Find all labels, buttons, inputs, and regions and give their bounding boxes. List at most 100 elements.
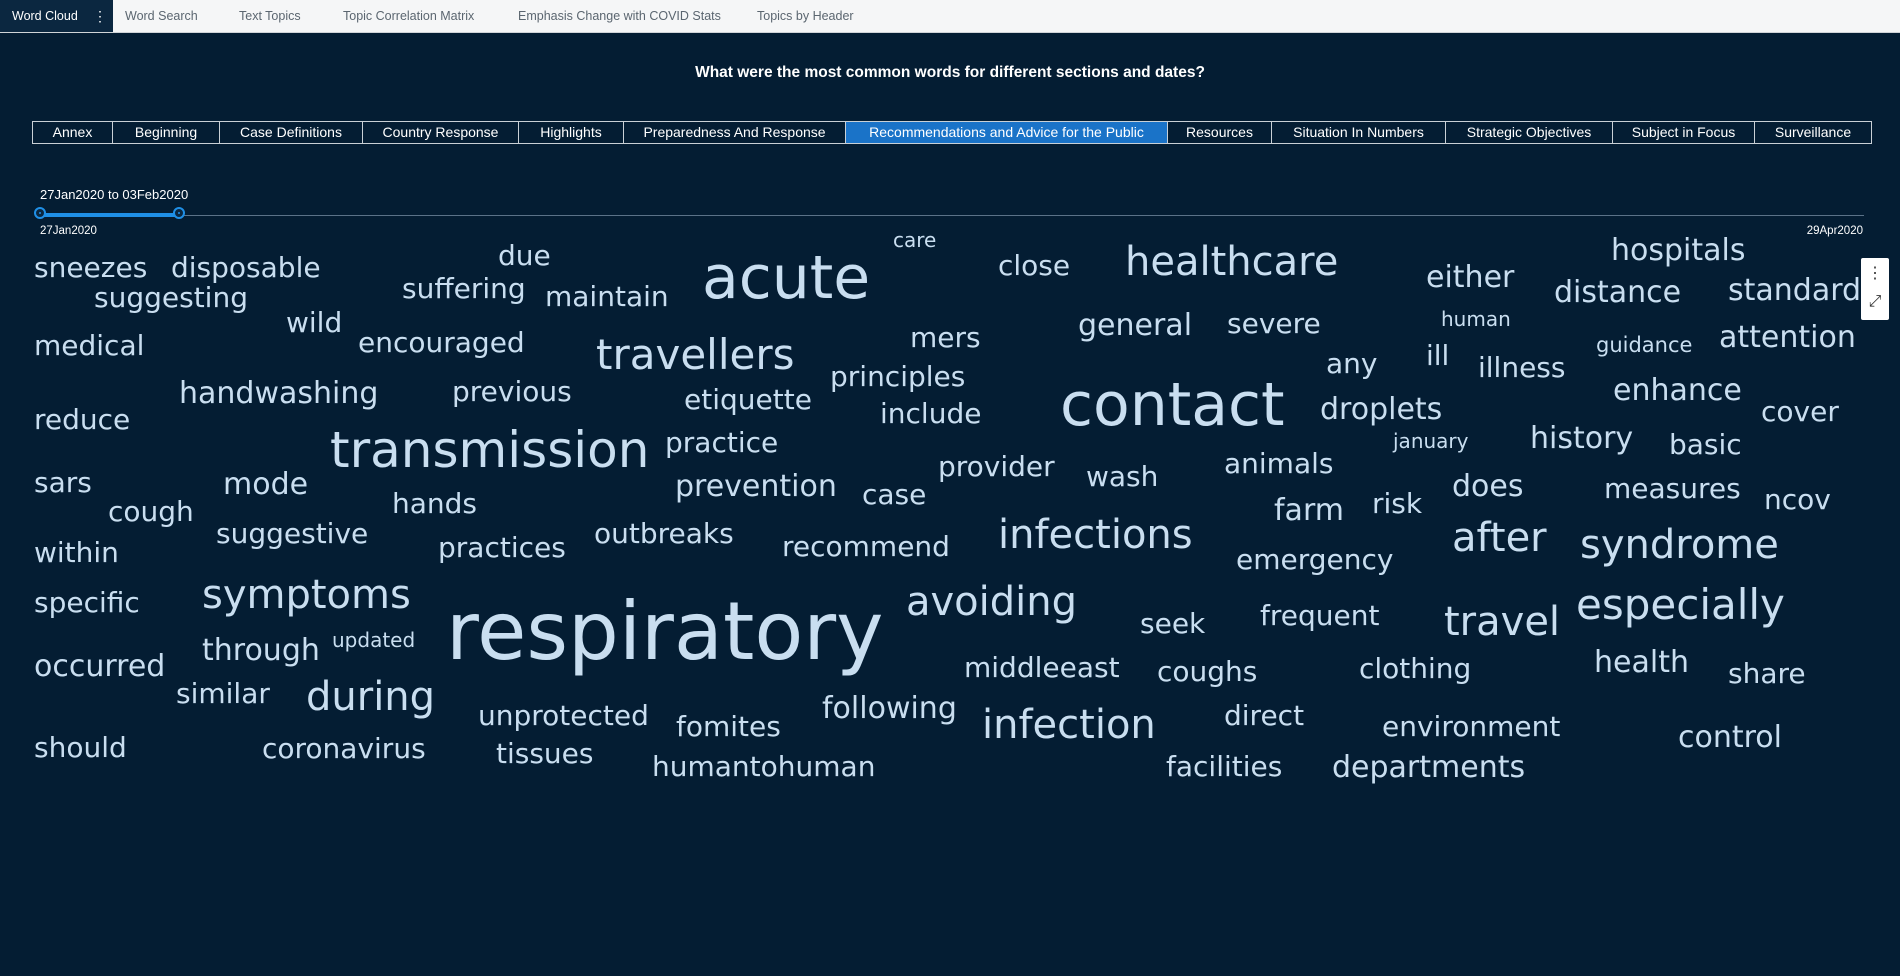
word-cloud-word[interactable]: attention <box>1719 320 1856 355</box>
section-button-subject-in-focus[interactable]: Subject in Focus <box>1613 122 1755 143</box>
word-cloud-word[interactable]: droplets <box>1320 392 1443 427</box>
word-cloud-word[interactable]: clothing <box>1359 652 1472 685</box>
word-cloud-word[interactable]: wild <box>286 306 343 339</box>
word-cloud-word[interactable]: sneezes <box>34 251 148 284</box>
word-cloud-word[interactable]: travellers <box>596 330 795 379</box>
word-cloud-word[interactable]: environment <box>1382 710 1561 743</box>
word-cloud-word[interactable]: general <box>1078 308 1193 343</box>
word-cloud-word[interactable]: following <box>822 691 957 726</box>
word-cloud-word[interactable]: prevention <box>675 469 837 504</box>
word-cloud-word[interactable]: medical <box>34 329 145 362</box>
word-cloud-word[interactable]: practice <box>665 426 779 459</box>
word-cloud-word[interactable]: specific <box>34 586 140 619</box>
tab-word-search[interactable]: Word Search <box>125 9 198 23</box>
word-cloud-word[interactable]: coughs <box>1157 655 1258 688</box>
word-cloud-word[interactable]: coronavirus <box>262 732 426 765</box>
word-cloud-word[interactable]: practices <box>438 531 566 564</box>
word-cloud-word[interactable]: due <box>498 239 551 272</box>
word-cloud-word[interactable]: outbreaks <box>594 517 734 550</box>
word-cloud-word[interactable]: emergency <box>1236 543 1394 576</box>
section-button-annex[interactable]: Annex <box>33 122 113 143</box>
word-cloud-word[interactable]: avoiding <box>906 579 1078 625</box>
word-cloud-word[interactable]: fomites <box>676 710 781 743</box>
section-button-beginning[interactable]: Beginning <box>113 122 220 143</box>
date-slider-start-handle[interactable] <box>34 207 46 219</box>
word-cloud-word[interactable]: encouraged <box>358 326 525 359</box>
word-cloud-word[interactable]: basic <box>1669 428 1742 461</box>
section-button-recommendations[interactable]: Recommendations and Advice for the Publi… <box>846 122 1168 143</box>
word-cloud-word[interactable]: sars <box>34 466 92 499</box>
more-options-icon[interactable]: ⋮ <box>1867 265 1883 282</box>
word-cloud-word[interactable]: risk <box>1372 487 1423 520</box>
word-cloud-word[interactable]: within <box>34 536 119 569</box>
word-cloud-word[interactable]: share <box>1728 657 1806 690</box>
word-cloud-word[interactable]: unprotected <box>478 699 649 732</box>
word-cloud-word[interactable]: hands <box>392 487 478 520</box>
word-cloud-word[interactable]: january <box>1393 429 1469 453</box>
word-cloud-word[interactable]: after <box>1452 515 1547 561</box>
word-cloud-word[interactable]: disposable <box>171 251 321 284</box>
word-cloud-word[interactable]: seek <box>1140 607 1206 640</box>
word-cloud-word[interactable]: suggestive <box>216 517 369 550</box>
word-cloud-word[interactable]: standard <box>1728 273 1862 308</box>
word-cloud-word[interactable]: healthcare <box>1125 239 1339 285</box>
word-cloud-word[interactable]: departments <box>1332 750 1526 785</box>
word-cloud-word[interactable]: human <box>1441 307 1511 331</box>
word-cloud-word[interactable]: enhance <box>1613 373 1742 408</box>
word-cloud-word[interactable]: include <box>880 397 982 430</box>
word-cloud-word[interactable]: handwashing <box>179 376 379 411</box>
section-button-country-response[interactable]: Country Response <box>363 122 519 143</box>
section-button-case-definitions[interactable]: Case Definitions <box>220 122 363 143</box>
word-cloud-word[interactable]: acute <box>702 243 871 313</box>
word-cloud-word[interactable]: respiratory <box>446 585 884 678</box>
word-cloud-word[interactable]: mode <box>223 467 309 502</box>
section-button-strategic-objectives[interactable]: Strategic Objectives <box>1446 122 1613 143</box>
word-cloud-word[interactable]: through <box>202 633 320 668</box>
word-cloud-word[interactable]: facilities <box>1166 750 1283 783</box>
tab-topics-by-header[interactable]: Topics by Header <box>757 9 854 23</box>
word-cloud-word[interactable]: either <box>1426 260 1515 295</box>
word-cloud-word[interactable]: cough <box>108 495 194 528</box>
word-cloud-word[interactable]: illness <box>1478 351 1566 384</box>
word-cloud-word[interactable]: farm <box>1274 493 1344 528</box>
word-cloud-word[interactable]: previous <box>452 375 572 408</box>
word-cloud-word[interactable]: similar <box>176 677 270 710</box>
word-cloud-word[interactable]: case <box>862 478 927 511</box>
section-button-preparedness[interactable]: Preparedness And Response <box>624 122 846 143</box>
tab-topic-correlation-matrix[interactable]: Topic Correlation Matrix <box>343 9 475 23</box>
word-cloud-word[interactable]: any <box>1326 347 1378 380</box>
date-slider-track[interactable] <box>40 215 1864 216</box>
tab-text-topics[interactable]: Text Topics <box>239 9 301 23</box>
word-cloud-word[interactable]: provider <box>938 450 1055 483</box>
word-cloud-word[interactable]: humantohuman <box>652 750 876 783</box>
word-cloud-word[interactable]: measures <box>1604 472 1741 505</box>
word-cloud-word[interactable]: does <box>1452 469 1524 504</box>
word-cloud-word[interactable]: close <box>998 249 1071 282</box>
word-cloud-word[interactable]: health <box>1594 645 1689 680</box>
date-slider-end-handle[interactable] <box>172 207 185 219</box>
word-cloud-word[interactable]: control <box>1678 720 1782 755</box>
word-cloud-word[interactable]: updated <box>332 628 416 652</box>
word-cloud-word[interactable]: middleeast <box>964 651 1120 684</box>
tab-word-cloud[interactable]: Word Cloud ⋮ <box>0 0 113 32</box>
word-cloud-word[interactable]: hospitals <box>1611 233 1746 268</box>
word-cloud-word[interactable]: cover <box>1761 395 1839 428</box>
word-cloud-word[interactable]: recommend <box>782 530 950 563</box>
tab-options-icon[interactable]: ⋮ <box>93 8 107 24</box>
word-cloud-word[interactable]: guidance <box>1596 333 1693 357</box>
word-cloud-word[interactable]: tissues <box>496 737 594 770</box>
word-cloud-word[interactable]: etiquette <box>684 383 812 416</box>
word-cloud-word[interactable]: principles <box>830 360 966 393</box>
word-cloud-word[interactable]: ncov <box>1764 483 1831 516</box>
word-cloud-word[interactable]: suggesting <box>94 281 248 314</box>
word-cloud-word[interactable]: symptoms <box>202 572 411 618</box>
section-button-situation-in-numbers[interactable]: Situation In Numbers <box>1272 122 1446 143</box>
word-cloud-word[interactable]: travel <box>1444 599 1561 645</box>
word-cloud-word[interactable]: direct <box>1224 699 1305 732</box>
word-cloud-word[interactable]: contact <box>1060 370 1285 440</box>
word-cloud-word[interactable]: mers <box>910 321 981 354</box>
word-cloud-word[interactable]: distance <box>1554 275 1682 310</box>
word-cloud-word[interactable]: wash <box>1086 460 1159 493</box>
word-cloud-word[interactable]: care <box>893 228 937 252</box>
maximize-icon[interactable]: ⤢ <box>1868 293 1882 310</box>
